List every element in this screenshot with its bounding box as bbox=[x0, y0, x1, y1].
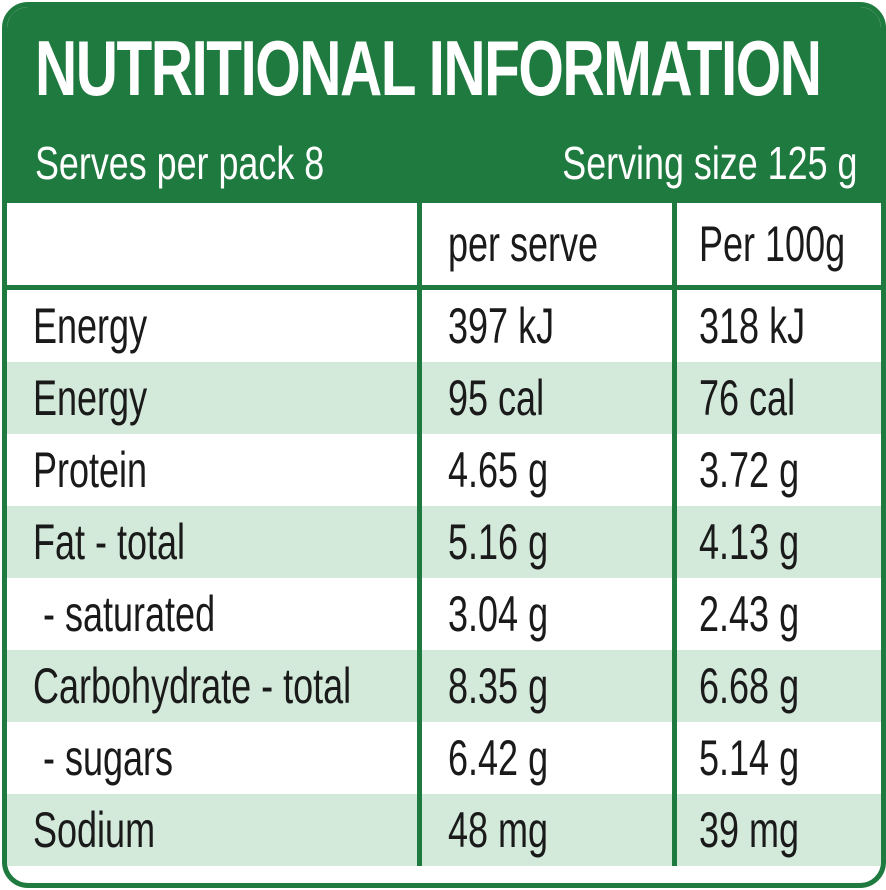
table-header-row: per serve Per 100g bbox=[7, 203, 881, 290]
table-row: Protein 4.65 g 3.72 g bbox=[7, 434, 881, 506]
header-per-serve: per serve bbox=[416, 203, 674, 290]
per-serve-value: 5.16 g bbox=[416, 506, 674, 578]
header-per-100g: Per 100g bbox=[671, 203, 881, 290]
per-serve-value: 4.65 g bbox=[416, 434, 674, 506]
per-100g-value: 3.72 g bbox=[671, 434, 881, 506]
nutrient-label: Energy bbox=[7, 362, 419, 434]
nutrient-label: - saturated bbox=[33, 586, 216, 642]
table-row: - sugars 6.42 g 5.14 g bbox=[7, 722, 881, 794]
per-100g-value: 5.14 g bbox=[671, 722, 881, 794]
table-row: Fat - total 5.16 g 4.13 g bbox=[7, 506, 881, 578]
nutrient-label: Sodium bbox=[7, 794, 419, 866]
per-serve-value: 397 kJ bbox=[416, 287, 674, 362]
per-serve-value: 8.35 g bbox=[416, 650, 674, 722]
nutrition-table: per serve Per 100g Energy 397 kJ 318 kJ … bbox=[7, 203, 881, 866]
per-serve-value: 48 mg bbox=[416, 794, 674, 866]
per-100g-value: 39 mg bbox=[671, 794, 881, 866]
nutrient-label: Carbohydrate - total bbox=[7, 650, 419, 722]
nutrient-label: Protein bbox=[33, 442, 148, 498]
nutrient-label: Fat - total bbox=[7, 506, 419, 578]
nutrient-label: - sugars bbox=[33, 730, 174, 786]
per-100g-value: 76 cal bbox=[671, 362, 881, 434]
panel-title: NUTRITIONAL INFORMATION bbox=[35, 24, 822, 112]
per-serve-value: 3.04 g bbox=[416, 578, 674, 650]
nutrient-label: Energy bbox=[33, 298, 148, 354]
per-100g-value: 318 kJ bbox=[671, 287, 881, 362]
nutrition-header: NUTRITIONAL INFORMATION Serves per pack … bbox=[7, 7, 881, 203]
table-row: - saturated 3.04 g 2.43 g bbox=[7, 578, 881, 650]
table-row: Carbohydrate - total 8.35 g 6.68 g bbox=[7, 650, 881, 722]
per-serve-value: 6.42 g bbox=[416, 722, 674, 794]
header-label-cell bbox=[7, 203, 419, 290]
per-100g-value: 2.43 g bbox=[671, 578, 881, 650]
table-row: Sodium 48 mg 39 mg bbox=[7, 794, 881, 866]
per-100g-value: 4.13 g bbox=[671, 506, 881, 578]
table-row: Energy 397 kJ 318 kJ bbox=[7, 287, 881, 362]
per-serve-value: 95 cal bbox=[416, 362, 674, 434]
serves-per-pack: Serves per pack 8 bbox=[35, 137, 325, 189]
serving-size: Serving size 125 g bbox=[561, 137, 857, 189]
per-100g-value: 6.68 g bbox=[671, 650, 881, 722]
table-row: Energy 95 cal 76 cal bbox=[7, 362, 881, 434]
